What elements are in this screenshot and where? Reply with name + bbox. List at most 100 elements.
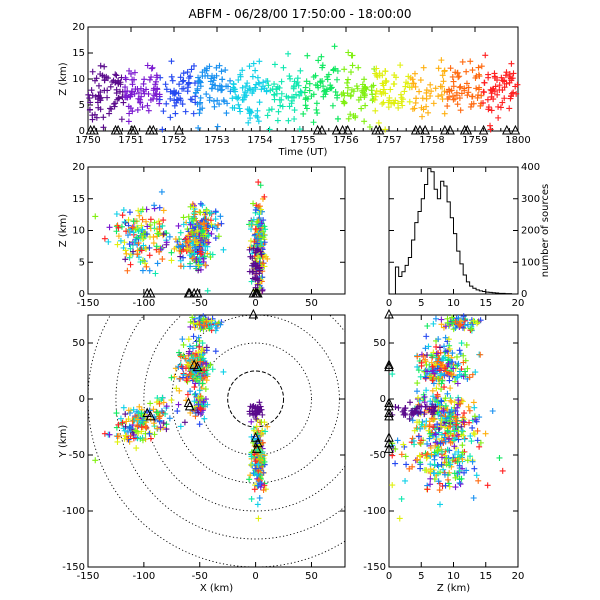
station-triangle [415, 124, 425, 135]
source-point [297, 89, 304, 96]
source-point [189, 215, 196, 222]
source-point [158, 407, 165, 414]
source-point [406, 84, 413, 91]
source-point [432, 431, 439, 438]
source-point [203, 67, 210, 74]
source-point [476, 414, 483, 421]
source-point [437, 440, 444, 447]
source-point [458, 90, 465, 97]
source-point [156, 413, 163, 420]
source-point [182, 108, 189, 115]
source-point [465, 403, 472, 410]
source-point [324, 73, 331, 80]
source-point [420, 64, 427, 71]
source-point [265, 82, 272, 89]
source-point [434, 358, 441, 365]
source-point [422, 345, 429, 352]
source-point [143, 231, 150, 238]
source-point [177, 257, 184, 264]
source-point [197, 94, 204, 101]
source-point [444, 319, 451, 326]
source-point [258, 251, 265, 258]
source-point [414, 363, 421, 370]
source-point [463, 80, 470, 87]
source-point [177, 423, 184, 430]
source-point [261, 193, 268, 200]
source-point [430, 424, 437, 431]
source-point [105, 75, 112, 82]
source-point [496, 82, 503, 89]
source-point [341, 66, 348, 73]
source-point [253, 226, 260, 233]
source-point [179, 242, 186, 249]
y-tick-label: 0 [79, 394, 85, 405]
source-point [278, 78, 285, 85]
source-point [92, 457, 99, 464]
source-point [375, 119, 382, 126]
source-point [210, 77, 217, 84]
source-point [426, 422, 433, 429]
source-point [246, 268, 253, 275]
source-point [456, 84, 463, 91]
source-point [441, 110, 448, 117]
station-triangle [248, 308, 259, 319]
source-point [150, 234, 157, 241]
source-point [194, 227, 201, 234]
source-point [189, 371, 196, 378]
source-point [191, 244, 198, 251]
source-point [318, 53, 325, 60]
x-tick-label: 10 [447, 298, 460, 309]
source-point [140, 87, 147, 94]
source-point [218, 83, 225, 90]
source-point [429, 377, 436, 384]
time-height-panel: 1750 1751 1752 1753 1754 1755 1756 1757 1758 1759… [58, 22, 531, 158]
source-point [392, 97, 399, 104]
source-point [143, 424, 150, 431]
source-point [200, 227, 207, 234]
y-tick-label: 0 [521, 289, 527, 300]
source-point [202, 386, 209, 393]
source-point [211, 74, 218, 81]
source-point [124, 267, 131, 274]
source-point [438, 316, 445, 323]
y-tick-label: -50 [370, 450, 386, 461]
source-point [252, 249, 259, 256]
source-point [256, 455, 263, 462]
source-point [149, 64, 156, 71]
source-point [415, 433, 422, 440]
y-axis-label: Z (km) [58, 214, 69, 247]
source-point [383, 78, 390, 85]
source-point [460, 432, 467, 439]
source-point [463, 467, 470, 474]
source-point [467, 103, 474, 110]
source-point [447, 418, 454, 425]
source-point [259, 287, 266, 294]
source-point [126, 67, 133, 74]
source-point [139, 206, 146, 213]
source-point [438, 398, 445, 405]
source-point [246, 410, 253, 417]
source-point [89, 116, 96, 123]
source-point [423, 368, 430, 375]
source-point [440, 355, 447, 362]
source-point [213, 325, 220, 332]
source-point [123, 418, 130, 425]
source-point [435, 478, 442, 485]
x-tick-label: -150 [77, 298, 100, 309]
source-point [241, 92, 248, 99]
station-triangle [384, 397, 394, 407]
source-point [392, 460, 399, 467]
source-point [445, 480, 452, 487]
source-point [417, 373, 424, 380]
source-point [139, 437, 146, 444]
source-point [201, 415, 208, 422]
source-point [468, 438, 475, 445]
source-point [191, 315, 198, 322]
source-point [452, 318, 459, 325]
source-point [345, 115, 352, 122]
source-point [450, 83, 457, 90]
source-point [157, 424, 164, 431]
source-point [331, 43, 338, 50]
source-point [190, 110, 197, 117]
source-point [196, 343, 203, 350]
